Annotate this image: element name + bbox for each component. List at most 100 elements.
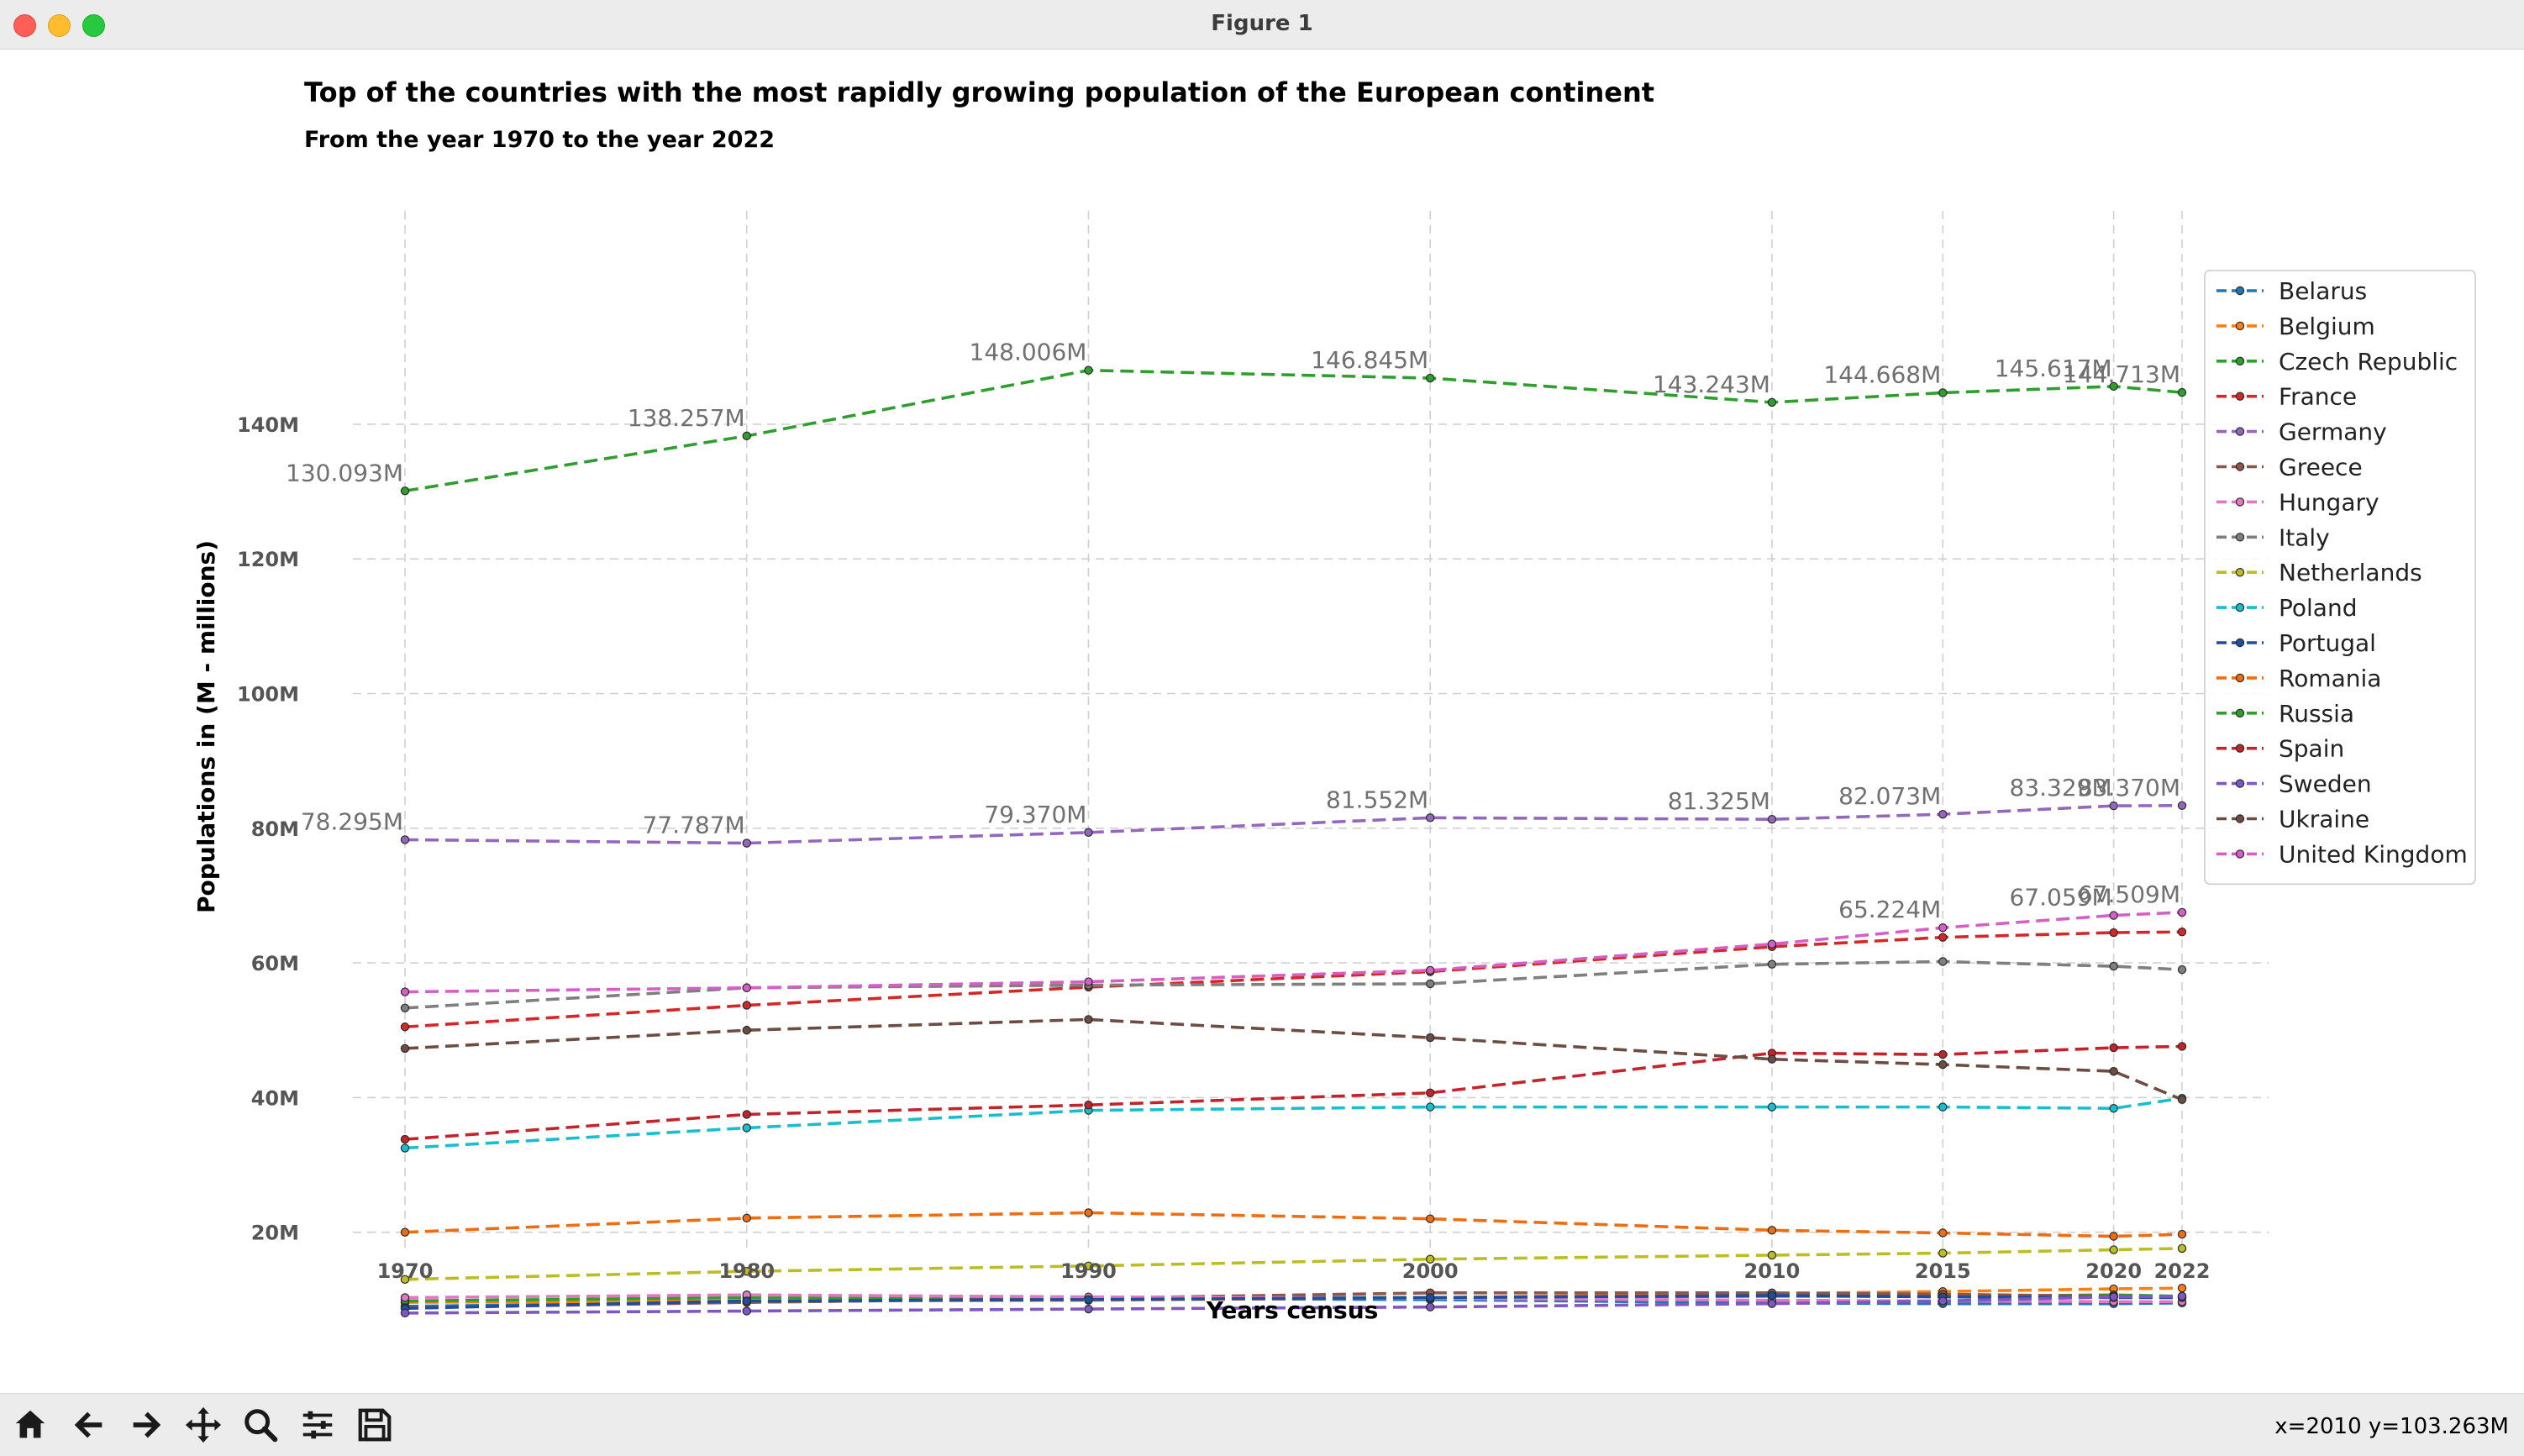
data-label: 81.325M	[1668, 787, 1770, 815]
data-point	[1084, 365, 1093, 375]
maximize-window-button[interactable]	[82, 14, 105, 37]
legend-marker	[2235, 744, 2245, 753]
data-point	[1938, 923, 1948, 933]
data-label: 65.224M	[1838, 896, 1941, 923]
data-point	[2177, 1095, 2187, 1105]
line-chart[interactable]: 130.093M 138.257M 148.006M 146.845M 143.243M…	[0, 50, 2524, 1394]
legend-marker	[2235, 356, 2245, 365]
series-line-france	[404, 930, 2183, 1029]
legend-marker	[2235, 602, 2245, 612]
legend-entry: Poland	[2279, 594, 2357, 622]
legend-entry: Romania	[2279, 665, 2381, 692]
legend-marker	[2235, 427, 2245, 436]
y-axis-label: Populations in (M - millions)	[192, 540, 220, 913]
series-line-germany	[404, 803, 2183, 845]
pan-move-icon	[185, 1406, 222, 1443]
data-point	[1938, 1102, 1948, 1112]
cursor-coordinates: x=2010 y=103.263M	[2274, 1414, 2509, 1439]
series-line-poland	[404, 1096, 2183, 1150]
data-point	[2109, 961, 2118, 971]
home-button[interactable]	[5, 1400, 55, 1450]
legend-marker	[2235, 849, 2245, 859]
data-label: 78.295M	[301, 807, 403, 835]
legend-entry: Sweden	[2279, 770, 2372, 798]
x-tick-label: 2010	[1744, 1259, 1801, 1283]
data-point	[2109, 1232, 2118, 1241]
data-point	[2109, 1066, 2118, 1076]
data-point	[1425, 1254, 1435, 1264]
data-point	[742, 983, 751, 992]
data-point	[400, 1275, 410, 1285]
data-point	[2177, 1291, 2187, 1301]
series-line-united-kingdom	[404, 911, 2183, 994]
data-point	[1767, 814, 1777, 824]
data-point	[742, 1123, 751, 1133]
y-tick-label: 20M	[251, 1222, 299, 1245]
forward-arrow-icon	[133, 1411, 161, 1438]
data-point	[2109, 1292, 2118, 1301]
legend-entry: Belgium	[2279, 313, 2375, 340]
data-point	[1938, 1248, 1948, 1258]
data-point	[1425, 1302, 1435, 1311]
data-point	[1084, 1295, 1093, 1305]
data-label: 83.370M	[2078, 774, 2180, 802]
data-label: 67.059M	[2010, 884, 2112, 912]
series-line-italy	[404, 959, 2183, 1010]
forward-button[interactable]	[121, 1400, 171, 1450]
data-point	[2177, 928, 2187, 937]
data-point	[400, 1134, 410, 1144]
data-point	[1767, 1102, 1777, 1112]
data-point	[1084, 1015, 1093, 1024]
data-point	[1938, 1228, 1948, 1238]
data-point	[2109, 1104, 2118, 1113]
data-label: 77.787M	[643, 812, 745, 839]
data-label: 144.713M	[2063, 360, 2180, 388]
data-point	[1425, 1088, 1435, 1097]
data-label: 130.093M	[286, 459, 403, 486]
series-line-romania	[404, 1211, 2183, 1238]
data-point	[2177, 387, 2187, 397]
data-point	[1425, 373, 1435, 383]
series-line-sweden	[404, 1295, 2183, 1315]
zoom-button[interactable]	[235, 1400, 286, 1450]
data-point	[742, 1110, 751, 1119]
zoom-magnifier-icon	[245, 1409, 278, 1443]
data-point	[400, 1003, 410, 1013]
data-point	[1767, 1250, 1777, 1260]
legend-entry: Germany	[2279, 418, 2387, 446]
data-point	[1938, 388, 1948, 397]
data-point	[742, 1026, 751, 1035]
chart-title: Top of the countries with the most rapid…	[304, 76, 1654, 108]
data-point	[400, 1227, 410, 1237]
save-button[interactable]	[350, 1400, 400, 1450]
data-label: 143.243M	[1653, 371, 1770, 398]
data-point	[400, 1308, 410, 1318]
legend-box	[2204, 270, 2476, 886]
data-point	[2177, 1284, 2187, 1293]
data-point	[1938, 1296, 1948, 1306]
data-point	[742, 1213, 751, 1223]
data-point	[1084, 828, 1093, 838]
data-point	[1767, 1054, 1777, 1064]
pan-button[interactable]	[178, 1400, 229, 1450]
figure-canvas[interactable]: 130.093M 138.257M 148.006M 146.845M 143.243M…	[0, 50, 2524, 1394]
home-icon	[15, 1410, 45, 1438]
data-point	[2177, 907, 2187, 917]
legend-marker	[2235, 673, 2245, 683]
legend-entry: Portugal	[2279, 629, 2376, 657]
data-label: 146.845M	[1311, 346, 1428, 374]
back-button[interactable]	[64, 1400, 114, 1450]
legend-entry: Spain	[2279, 735, 2344, 763]
x-tick-label: 1990	[1060, 1259, 1117, 1283]
close-window-button[interactable]	[13, 14, 36, 37]
data-point	[1084, 977, 1093, 986]
data-point	[2177, 1229, 2187, 1239]
data-point	[1938, 957, 1948, 966]
x-tick-label: 2000	[1402, 1259, 1459, 1283]
minimize-window-button[interactable]	[48, 14, 71, 37]
configure-subplots-button[interactable]	[292, 1400, 343, 1450]
save-figure-icon	[358, 1408, 392, 1442]
legend-entry: Czech Republic	[2279, 348, 2458, 376]
data-point	[742, 1296, 751, 1306]
data-point	[1767, 1226, 1777, 1235]
